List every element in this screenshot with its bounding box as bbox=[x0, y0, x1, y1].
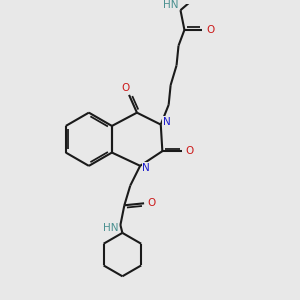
Text: N: N bbox=[163, 117, 171, 127]
Text: O: O bbox=[186, 146, 194, 156]
Text: O: O bbox=[148, 198, 156, 208]
Text: N: N bbox=[142, 163, 150, 173]
Text: HN: HN bbox=[163, 0, 178, 10]
Text: HN: HN bbox=[103, 223, 118, 233]
Text: O: O bbox=[121, 83, 129, 93]
Text: O: O bbox=[206, 25, 214, 35]
